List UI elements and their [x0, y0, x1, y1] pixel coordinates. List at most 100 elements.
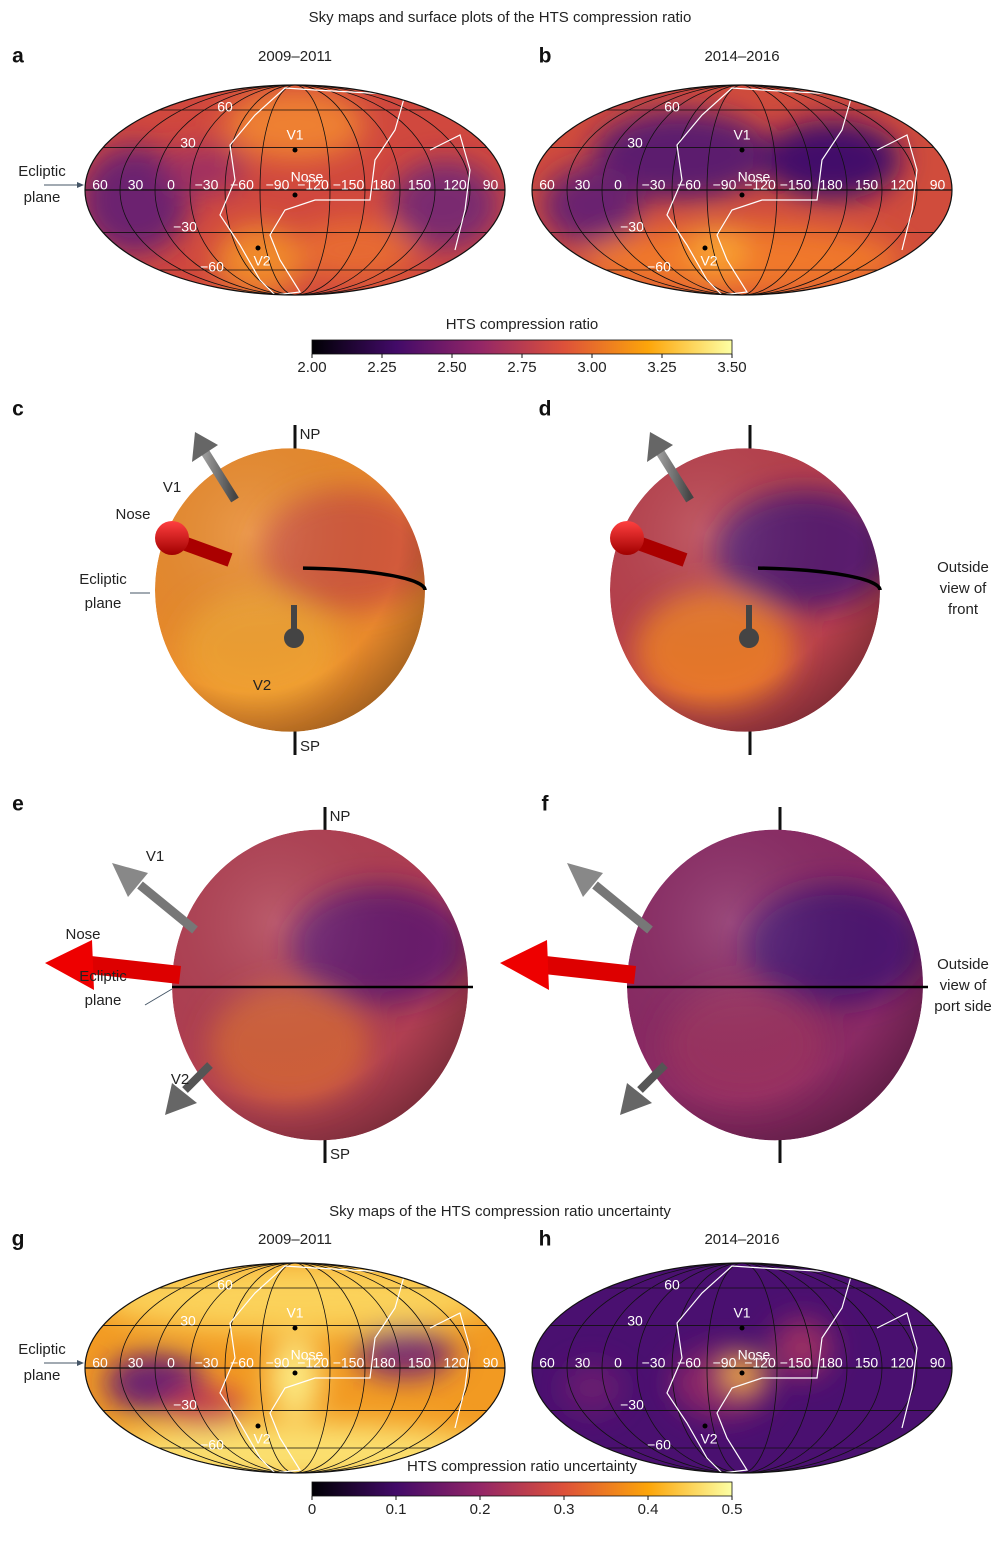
- marker-dot: [256, 1424, 261, 1429]
- longitude-label: 120: [443, 177, 467, 193]
- colorbar-tick-label: 0.2: [470, 1501, 491, 1518]
- surface-plot: [155, 425, 440, 755]
- map-fill: [532, 85, 952, 295]
- view-label: view of: [940, 977, 988, 994]
- longitude-label: −90: [266, 177, 290, 193]
- longitude-label: 180: [372, 177, 396, 193]
- latitude-label: −60: [647, 259, 671, 275]
- longitude-label: −60: [230, 177, 254, 193]
- colorbar-tick-label: 2.50: [437, 359, 466, 376]
- panel-letter: d: [539, 398, 552, 421]
- figure-title: Sky maps and surface plots of the HTS co…: [309, 9, 692, 26]
- nose-label: Nose: [291, 169, 324, 185]
- sphere-fill: [155, 448, 440, 732]
- longitude-label: 120: [443, 1355, 467, 1371]
- longitude-label: 150: [408, 1355, 432, 1371]
- panel-letter: b: [539, 45, 552, 68]
- np-label: NP: [300, 426, 321, 443]
- longitude-label: −60: [230, 1355, 254, 1371]
- v2-label: V2: [700, 1431, 717, 1447]
- longitude-label: −150: [333, 1355, 365, 1371]
- longitude-label: 30: [128, 1355, 144, 1371]
- latitude-label: 60: [664, 1277, 680, 1293]
- longitude-label: 30: [128, 177, 144, 193]
- v1-arrow: [595, 885, 650, 930]
- surface-plot: [45, 807, 473, 1163]
- colorbar-tick-label: 2.25: [367, 359, 396, 376]
- latitude-label: −30: [173, 219, 197, 235]
- marker-dot: [703, 1424, 708, 1429]
- sphere-fill: [172, 830, 470, 1141]
- v1-label: V1: [146, 848, 164, 865]
- longitude-label: 60: [92, 177, 108, 193]
- longitude-label: −30: [195, 1355, 219, 1371]
- longitude-label: 0: [167, 1355, 175, 1371]
- longitude-label: 60: [539, 177, 555, 193]
- nose-tip: [610, 521, 644, 555]
- v1-label: V1: [733, 127, 750, 143]
- view-label: Outside: [937, 559, 989, 576]
- longitude-label: −30: [195, 177, 219, 193]
- v1-label: V1: [733, 1305, 750, 1321]
- marker-dot: [293, 1371, 298, 1376]
- map-fill: [532, 1263, 952, 1473]
- ecliptic-arrowhead: [77, 182, 84, 188]
- nose-tip: [155, 521, 189, 555]
- longitude-label: −90: [266, 1355, 290, 1371]
- longitude-label: 180: [819, 177, 843, 193]
- colorbar-tick-label: 3.25: [647, 359, 676, 376]
- latitude-label: 30: [180, 1313, 196, 1329]
- latitude-label: −30: [620, 219, 644, 235]
- colorbar-tick-label: 3.00: [577, 359, 606, 376]
- v1-label: V1: [163, 479, 181, 496]
- latitude-label: 60: [217, 99, 233, 115]
- view-label: port side: [934, 998, 992, 1015]
- view-label: Outside: [937, 956, 989, 973]
- v2-tip: [739, 628, 759, 648]
- sky-map: [532, 85, 952, 295]
- panel-letter: g: [12, 1228, 25, 1251]
- map-region: [95, 1263, 495, 1333]
- colorbar-tick-label: 0.5: [722, 1501, 743, 1518]
- figure-title: Sky maps of the HTS compression ratio un…: [329, 1203, 671, 1220]
- longitude-label: 90: [930, 177, 946, 193]
- marker-dot: [293, 148, 298, 153]
- latitude-label: −30: [620, 1397, 644, 1413]
- nose-arrowhead: [500, 940, 549, 990]
- panel-letter: f: [542, 793, 550, 816]
- v2-label: V2: [171, 1071, 189, 1088]
- colorbar-tick-label: 2.75: [507, 359, 536, 376]
- v2-label: V2: [253, 253, 270, 269]
- longitude-label: 120: [890, 1355, 914, 1371]
- latitude-label: 30: [627, 1313, 643, 1329]
- marker-dot: [293, 1326, 298, 1331]
- marker-dot: [740, 193, 745, 198]
- longitude-label: 60: [539, 1355, 555, 1371]
- colorbar-tick-label: 2.00: [297, 359, 326, 376]
- panel-letter: h: [539, 1228, 552, 1251]
- view-label: view of: [940, 580, 988, 597]
- v2-tip: [284, 628, 304, 648]
- longitude-label: −60: [677, 1355, 701, 1371]
- longitude-label: 150: [408, 177, 432, 193]
- longitude-label: −60: [677, 177, 701, 193]
- sphere-shade: [172, 830, 468, 1141]
- marker-dot: [256, 246, 261, 251]
- longitude-label: −30: [642, 1355, 666, 1371]
- marker-dot: [703, 246, 708, 251]
- colorbar-tick-label: 0.1: [386, 1501, 407, 1518]
- longitude-label: 150: [855, 1355, 879, 1371]
- ecliptic-label: Ecliptic: [79, 571, 127, 588]
- longitude-label: 180: [372, 1355, 396, 1371]
- longitude-label: 150: [855, 177, 879, 193]
- v2-label: V2: [253, 1431, 270, 1447]
- longitude-label: 0: [614, 177, 622, 193]
- longitude-label: 30: [575, 1355, 591, 1371]
- sphere-shade: [155, 448, 425, 732]
- colorbar: [312, 340, 732, 354]
- period-label: 2014–2016: [704, 1231, 779, 1248]
- marker-dot: [740, 1326, 745, 1331]
- surface-plot: [500, 807, 928, 1163]
- v1-arrow: [140, 885, 195, 930]
- colorbar-tick-label: 3.50: [717, 359, 746, 376]
